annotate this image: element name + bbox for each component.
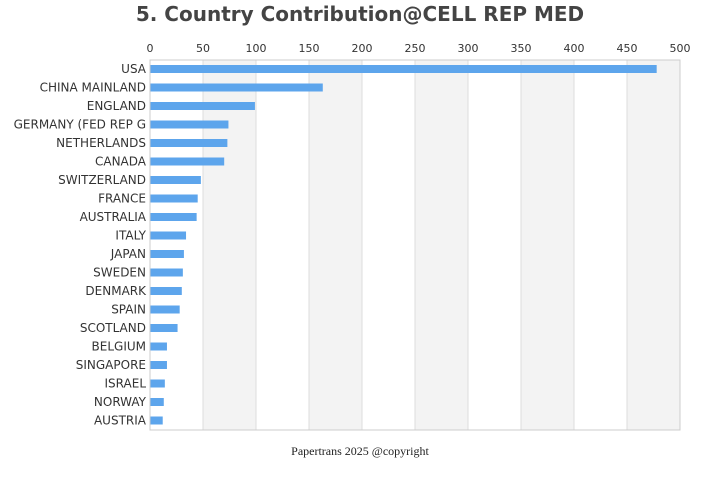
grid-band <box>362 60 415 430</box>
x-tick-label: 250 <box>405 42 426 55</box>
category-label: BELGIUM <box>92 340 146 354</box>
bar <box>150 176 201 184</box>
category-label: SINGAPORE <box>76 358 146 372</box>
bar <box>150 194 198 203</box>
grid-band <box>574 60 627 430</box>
bar <box>150 120 229 129</box>
category-label: NORWAY <box>94 395 147 409</box>
bar <box>150 139 228 147</box>
x-tick-label: 300 <box>458 42 479 55</box>
bar <box>150 287 182 295</box>
category-label: NETHERLANDS <box>56 136 146 150</box>
bar <box>150 361 167 369</box>
bar <box>150 379 165 388</box>
bar <box>150 305 180 314</box>
grid-band <box>521 60 574 430</box>
x-tick-label: 200 <box>352 42 373 55</box>
bar <box>150 342 167 351</box>
x-tick-label: 100 <box>246 42 267 55</box>
category-label: SWITZERLAND <box>58 173 146 187</box>
grid-band <box>627 60 680 430</box>
category-label: DENMARK <box>85 284 147 298</box>
bar <box>150 65 657 73</box>
category-label: USA <box>121 62 147 76</box>
grid-band <box>415 60 468 430</box>
category-label: ISRAEL <box>105 377 147 391</box>
category-label: SCOTLAND <box>80 321 146 335</box>
category-label: CANADA <box>95 155 147 169</box>
bar <box>150 213 197 221</box>
x-axis-ticks: 0 50 100 150 200 250 300 350 400 450 500 <box>147 42 691 55</box>
category-label: FRANCE <box>98 192 146 206</box>
category-label: AUSTRIA <box>94 414 147 428</box>
category-label: JAPAN <box>110 247 146 261</box>
category-label: SPAIN <box>111 303 146 317</box>
x-tick-label: 50 <box>196 42 210 55</box>
category-labels: USA CHINA MAINLAND ENGLAND GERMANY (FED REP… <box>14 62 148 428</box>
bar <box>150 231 187 240</box>
x-tick-label: 350 <box>511 42 532 55</box>
bar <box>150 416 163 425</box>
bar <box>150 324 178 332</box>
bar <box>150 83 323 92</box>
x-tick-label: 450 <box>617 42 638 55</box>
bar <box>150 157 225 166</box>
bar <box>150 398 164 406</box>
copyright-footer: Papertrans 2025 @copyright <box>291 444 429 458</box>
x-tick-label: 150 <box>299 42 320 55</box>
bar-chart: 0 50 100 150 200 250 300 350 400 450 500 USA CHINA … <box>14 42 691 431</box>
category-label: CHINA MAINLAND <box>40 81 146 95</box>
bar <box>150 250 184 258</box>
category-label: AUSTRALIA <box>80 210 147 224</box>
x-tick-label: 400 <box>564 42 585 55</box>
bar <box>150 268 183 277</box>
category-label: SWEDEN <box>93 266 146 280</box>
grid-band <box>468 60 521 430</box>
grid-band <box>150 60 203 430</box>
bar <box>150 102 255 110</box>
grid-band <box>256 60 309 430</box>
x-tick-label: 0 <box>147 42 154 55</box>
bars <box>150 65 657 425</box>
grid-band <box>203 60 256 430</box>
grid-band <box>309 60 362 430</box>
category-label: ENGLAND <box>87 99 146 113</box>
category-label: GERMANY (FED REP G <box>14 118 146 132</box>
x-tick-label: 500 <box>670 42 691 55</box>
chart-title: 5. Country Contribution@CELL REP MED <box>135 2 585 26</box>
plot-border <box>149 59 681 431</box>
category-label: ITALY <box>115 229 146 243</box>
